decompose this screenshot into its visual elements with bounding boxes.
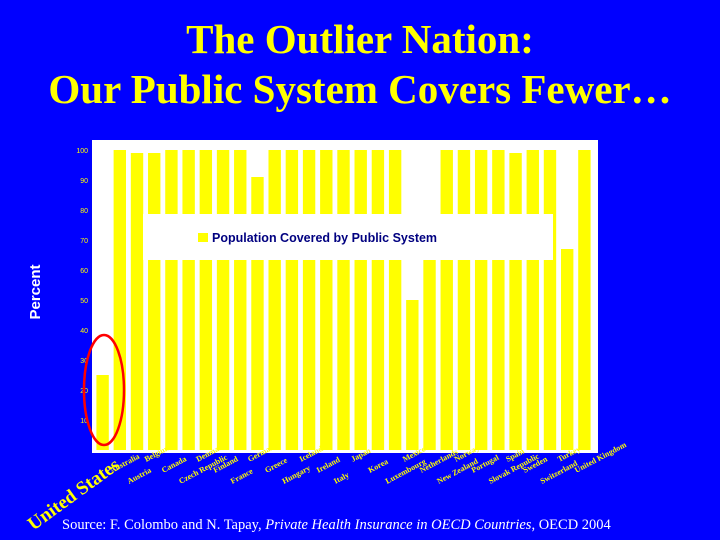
category-label: Portugal [470, 452, 501, 474]
bar-16 [371, 150, 385, 450]
y-tick-label: 30 [80, 358, 88, 365]
y-tick-label: 70 [80, 238, 88, 245]
bar-2 [130, 153, 144, 450]
y-tick-label: 50 [80, 298, 88, 305]
bar-22 [474, 150, 488, 450]
legend-box [143, 214, 553, 260]
legend-label: Population Covered by Public System [212, 231, 437, 245]
category-label: Austria [126, 466, 153, 486]
category-label: Ireland [315, 455, 342, 475]
bar-27 [560, 249, 574, 450]
source-citation: Source: F. Colombo and N. Tapay, Private… [62, 517, 611, 534]
bar-21 [457, 150, 471, 450]
y-tick-label: 10 [80, 418, 88, 425]
y-tick-label: 40 [80, 328, 88, 335]
bar-17 [388, 150, 402, 450]
highlight-circle [82, 333, 126, 447]
category-label: Hungary [281, 463, 312, 485]
bar-4 [165, 150, 178, 450]
bar-15 [354, 150, 367, 450]
y-tick-label: 90 [80, 178, 88, 185]
y-tick-label: 80 [80, 208, 88, 215]
bar-5 [182, 150, 195, 450]
y-tick-label: 100 [76, 148, 88, 155]
bar-14 [337, 150, 350, 450]
bar-8 [234, 150, 247, 450]
bar-11 [285, 150, 299, 450]
bar-12 [302, 150, 316, 450]
bar-13 [320, 150, 333, 450]
bar-18 [406, 300, 419, 450]
category-label: Korea [367, 457, 390, 475]
source-prefix: Source: F. Colombo and N. Tapay, [62, 517, 266, 533]
bar-6 [199, 150, 213, 450]
bar-0 [96, 375, 109, 450]
y-tick-label: 60 [80, 268, 88, 275]
slide-title-line-1: The Outlier Nation: [186, 16, 534, 62]
bar-25 [526, 150, 539, 450]
category-label: Canada [160, 454, 188, 474]
category-label: Italy [332, 470, 350, 485]
bar-24 [509, 153, 522, 450]
bar-7 [216, 150, 230, 450]
bar-28 [578, 150, 591, 450]
category-label: Greece [263, 455, 289, 474]
y-axis-label: Percent [27, 264, 44, 319]
category-label: France [229, 466, 255, 485]
slide-title-line-2: Our Public System Covers Fewer… [48, 66, 672, 112]
bar-26 [543, 150, 557, 450]
source-work-title: Private Health Insurance in OECD Countri… [265, 517, 532, 533]
legend-swatch [198, 233, 208, 242]
bar-19 [423, 222, 436, 450]
bar-3 [148, 153, 161, 450]
source-suffix: , OECD 2004 [531, 517, 611, 533]
bar-23 [492, 150, 505, 450]
bar-20 [440, 150, 453, 450]
bar-10 [268, 150, 281, 450]
